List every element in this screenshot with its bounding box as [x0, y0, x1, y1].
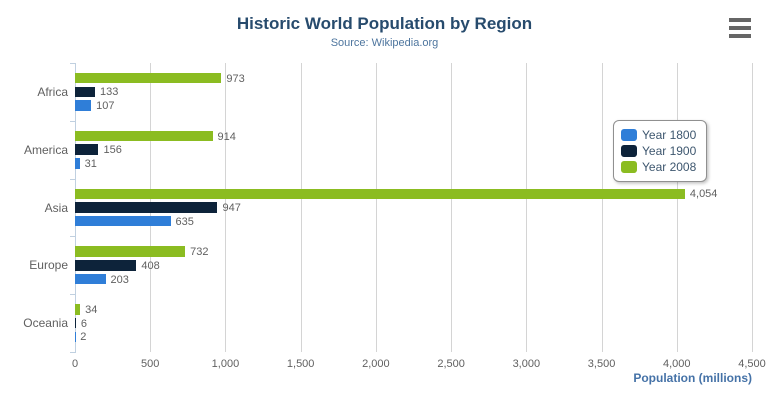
- hamburger-menu-icon: [729, 26, 751, 30]
- x-axis-tick-label: 2,000: [362, 358, 390, 370]
- category-label: Oceania: [23, 316, 68, 331]
- bar-year-1900[interactable]: [75, 86, 95, 98]
- data-label: 156: [103, 144, 122, 157]
- bar-year-2008[interactable]: [75, 188, 685, 200]
- x-axis-tick-label: 0: [71, 358, 79, 370]
- bar-year-1800[interactable]: [75, 215, 171, 227]
- data-label: 133: [100, 86, 119, 99]
- legend-label: Year 1800: [642, 128, 697, 142]
- data-label: 4,054: [689, 188, 718, 201]
- chart-subtitle: Source: Wikipedia.org: [330, 37, 439, 49]
- bar-year-2008[interactable]: [75, 246, 186, 257]
- export-menu-button[interactable]: [726, 16, 754, 40]
- data-label: 2: [80, 331, 87, 344]
- category-label: Asia: [44, 200, 68, 215]
- bar-year-2008[interactable]: [75, 304, 81, 315]
- data-label: 6: [80, 317, 88, 330]
- data-label: 34: [85, 303, 98, 316]
- gridline: [752, 63, 753, 352]
- x-axis-tick-label: 1,500: [286, 358, 315, 370]
- x-axis-tick-label: 2,500: [437, 358, 465, 370]
- bar-year-1800[interactable]: [75, 273, 106, 285]
- y-axis-tick: [70, 178, 75, 180]
- data-label: 635: [175, 215, 194, 228]
- x-axis-tick-label: 3,000: [512, 358, 541, 370]
- bar-year-1900[interactable]: [75, 317, 76, 329]
- data-label: 408: [141, 259, 160, 272]
- hamburger-menu-icon: [729, 34, 751, 38]
- category-label: America: [23, 142, 68, 157]
- data-label: 973: [226, 72, 245, 85]
- data-label: 947: [222, 202, 241, 214]
- gridline: [375, 63, 377, 352]
- bar-year-1900[interactable]: [75, 202, 218, 213]
- bar-year-1800[interactable]: [75, 100, 92, 111]
- y-axis-tick: [70, 294, 75, 296]
- x-axis-title: Population (millions): [633, 371, 752, 385]
- gridline: [526, 63, 528, 352]
- bar-year-2008[interactable]: [75, 130, 213, 142]
- data-label: 914: [217, 130, 236, 143]
- x-axis-tick-label: 500: [141, 358, 160, 370]
- x-axis-tick-label: 3,500: [587, 358, 616, 370]
- bar-year-1800[interactable]: [75, 158, 80, 169]
- legend-item-year-1800[interactable]: Year 1800: [621, 128, 696, 142]
- legend-swatch-icon: [621, 161, 637, 173]
- gridline: [300, 63, 302, 352]
- category-label: Europe: [29, 258, 68, 273]
- y-axis-tick: [70, 352, 75, 353]
- data-label: 31: [84, 157, 97, 170]
- data-label: 732: [190, 246, 209, 259]
- x-axis-tick-label: 1,000: [211, 358, 240, 370]
- bar-year-1900[interactable]: [75, 260, 137, 271]
- legend: Year 1800 Year 1900 Year 2008: [613, 120, 708, 182]
- gridline: [225, 63, 227, 352]
- legend-swatch-icon: [621, 129, 637, 141]
- gridline: [601, 63, 603, 352]
- y-axis-tick: [70, 63, 75, 64]
- x-axis-tick-label: 4,500: [738, 358, 766, 370]
- chart-title: Historic World Population by Region: [236, 14, 533, 33]
- gridline: [451, 63, 453, 352]
- gridline: [676, 63, 678, 352]
- category-label: Africa: [37, 84, 68, 99]
- x-axis-tick-label: 4,000: [663, 358, 691, 370]
- legend-label: Year 2008: [642, 160, 697, 174]
- legend-swatch-icon: [621, 145, 637, 157]
- bar-year-2008[interactable]: [75, 72, 222, 84]
- bar-year-1900[interactable]: [75, 144, 99, 155]
- y-axis-tick: [70, 236, 75, 238]
- legend-label: Year 1900: [642, 144, 697, 158]
- y-axis-tick: [70, 120, 75, 122]
- legend-item-year-1900[interactable]: Year 1900: [621, 144, 696, 158]
- data-label: 203: [110, 273, 129, 286]
- legend-item-year-2008[interactable]: Year 2008: [621, 160, 696, 174]
- data-label: 107: [96, 100, 115, 113]
- hamburger-menu-icon: [729, 18, 751, 22]
